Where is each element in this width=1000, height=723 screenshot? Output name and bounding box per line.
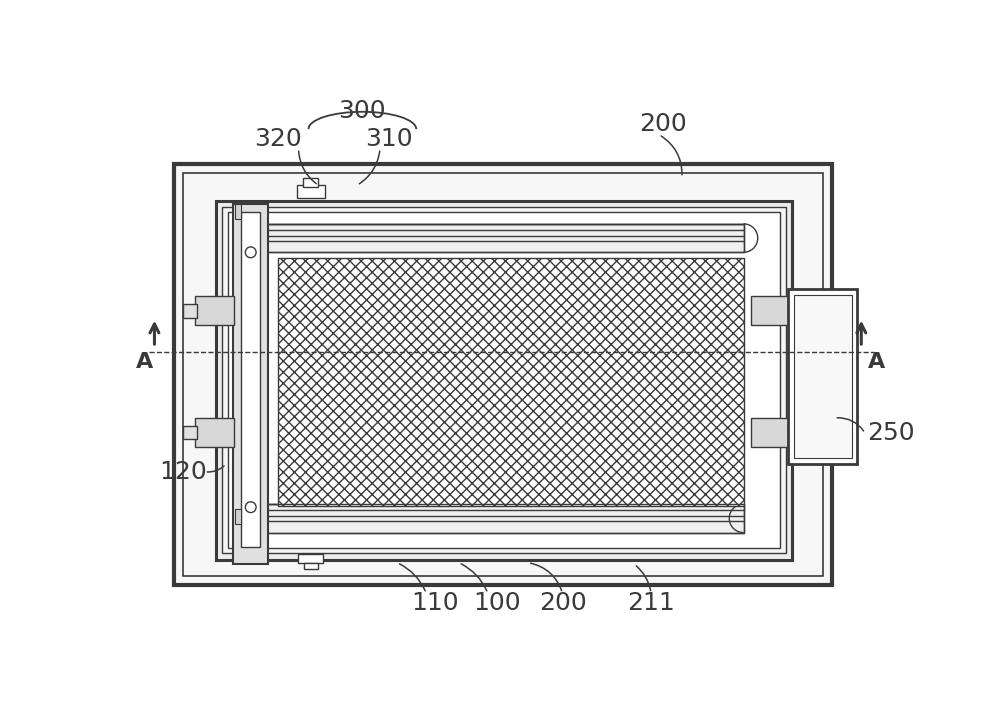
Text: 211: 211 [627,591,675,615]
Circle shape [245,502,256,513]
Bar [788,426,799,440]
Text: 300: 300 [339,99,386,124]
Bar [794,295,852,458]
Bar [235,509,241,524]
Bar [233,204,268,564]
Bar [222,207,786,553]
Bar [195,296,234,325]
Bar [304,562,318,569]
Bar [257,504,744,533]
FancyArrowPatch shape [359,151,380,184]
Bar [303,178,318,187]
Text: 100: 100 [473,591,521,615]
Text: 200: 200 [639,112,687,136]
Bar [278,257,744,505]
Bar [183,173,823,576]
Bar [751,296,790,325]
Bar [241,213,260,547]
Bar [788,288,857,464]
Bar [257,504,744,533]
Text: 250: 250 [867,422,914,445]
Bar [195,418,234,447]
Text: 310: 310 [365,127,413,151]
FancyArrowPatch shape [636,566,651,591]
Bar [183,304,197,318]
Bar [228,213,780,548]
Text: 120: 120 [159,460,207,484]
FancyArrowPatch shape [400,564,425,591]
Bar [298,554,323,563]
Bar [257,224,744,252]
Bar [751,418,790,447]
FancyArrowPatch shape [531,563,562,591]
Bar [257,224,744,252]
Bar [235,204,241,219]
FancyArrowPatch shape [299,151,316,184]
Text: A: A [136,352,153,372]
FancyArrowPatch shape [207,466,224,472]
Circle shape [245,247,256,257]
Bar [174,164,832,585]
Text: A: A [868,352,885,372]
Text: 200: 200 [539,591,586,615]
FancyArrowPatch shape [837,418,864,431]
Bar [183,426,197,440]
Bar [297,185,325,197]
Bar [216,201,792,560]
FancyArrowPatch shape [661,136,682,175]
FancyArrowPatch shape [461,564,487,591]
Text: 110: 110 [412,591,459,615]
Text: 320: 320 [254,127,302,151]
Bar [788,304,799,318]
